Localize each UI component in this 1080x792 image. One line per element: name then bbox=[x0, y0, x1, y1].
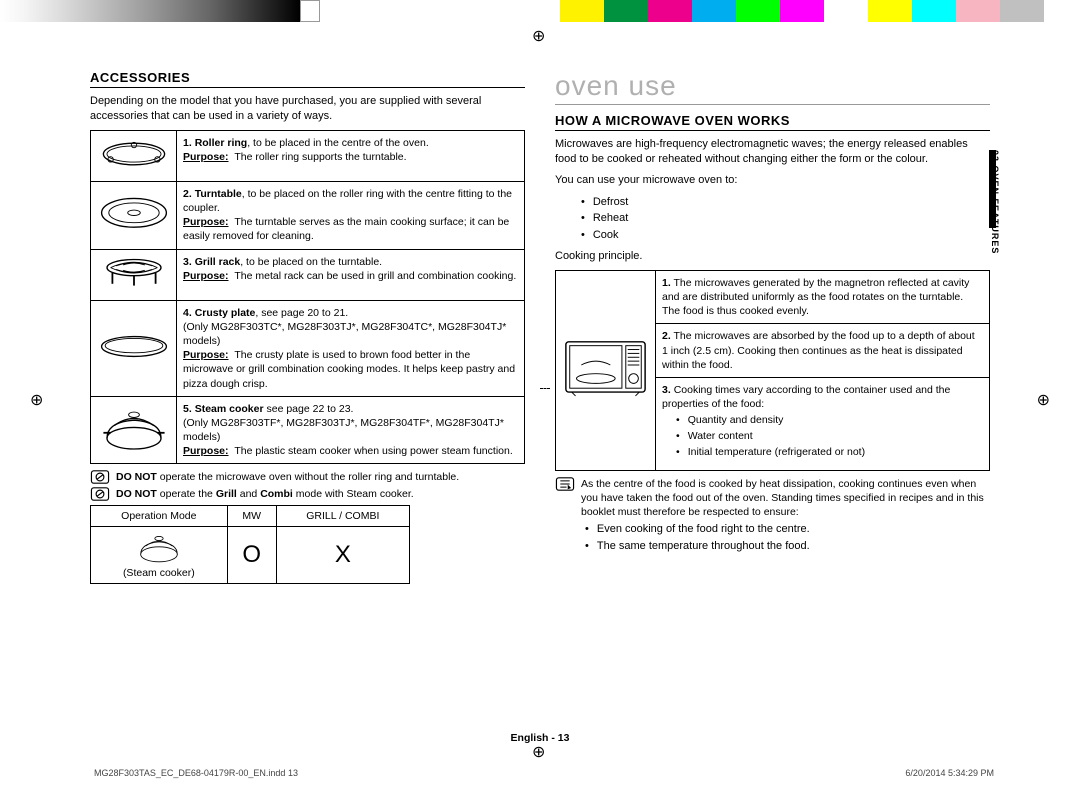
right-column: oven use HOW A MICROWAVE OVEN WORKS Micr… bbox=[555, 70, 990, 584]
turntable-icon bbox=[91, 181, 177, 249]
left-column: ACCESSORIES Depending on the model that … bbox=[90, 70, 525, 584]
page-number: English - 13 bbox=[0, 732, 1080, 744]
registration-mark-icon: ⊕ bbox=[532, 26, 545, 46]
grill-rack-cell: 3. Grill rack, to be placed on the turnt… bbox=[177, 249, 525, 300]
mode-ok: O bbox=[227, 526, 276, 583]
food-properties-list: Quantity and density Water content Initi… bbox=[662, 413, 983, 460]
mode-header: GRILL / COMBI bbox=[276, 505, 409, 526]
list-item: Initial temperature (refrigerated or not… bbox=[676, 445, 983, 461]
principle-row: 3. Cooking times vary according to the c… bbox=[656, 377, 990, 470]
page-content: ACCESSORIES Depending on the model that … bbox=[90, 70, 990, 584]
roller-ring-cell: 1. Roller ring, to be placed in the cent… bbox=[177, 130, 525, 181]
principle-row: 2. The microwaves are absorbed by the fo… bbox=[656, 324, 990, 378]
mode-no: X bbox=[276, 526, 409, 583]
list-item: Cook bbox=[581, 227, 990, 244]
prohibit-icon bbox=[90, 487, 110, 501]
note-bullets: Even cooking of the food right to the ce… bbox=[555, 521, 990, 554]
accessories-heading: ACCESSORIES bbox=[90, 70, 525, 88]
turntable-cell: 2. Turntable, to be placed on the roller… bbox=[177, 181, 525, 249]
footer-file: MG28F303TAS_EC_DE68-04179R-00_EN.indd 13 bbox=[94, 768, 298, 778]
standing-time-note: As the centre of the food is cooked by h… bbox=[555, 477, 990, 520]
principle-table: 1. The microwaves generated by the magne… bbox=[555, 270, 990, 471]
operation-mode-table: Operation Mode MW GRILL / COMBI (Steam c… bbox=[90, 505, 410, 584]
principle-row: 1. The microwaves generated by the magne… bbox=[656, 270, 990, 324]
warning-no-grill-combi: DO NOT operate the Grill and Combi mode … bbox=[90, 487, 525, 501]
footer-date: 6/20/2014 5:34:29 PM bbox=[905, 768, 994, 778]
accessories-table: 1. Roller ring, to be placed in the cent… bbox=[90, 130, 525, 465]
accessories-intro: Depending on the model that you have pur… bbox=[90, 94, 525, 124]
crusty-plate-icon bbox=[91, 300, 177, 396]
registration-mark-icon: ⊕ bbox=[30, 390, 43, 410]
registration-mark-icon: ⊕ bbox=[532, 742, 545, 762]
how-works-intro: Microwaves are high-frequency electromag… bbox=[555, 137, 990, 167]
side-tab: 03 OVEN FEATURES bbox=[978, 150, 996, 380]
uses-list: Defrost Reheat Cook bbox=[555, 194, 990, 244]
footer-meta: MG28F303TAS_EC_DE68-04179R-00_EN.indd 13… bbox=[94, 768, 994, 778]
warning-no-roller: DO NOT operate the microwave oven withou… bbox=[90, 470, 525, 484]
color-calibration-bar bbox=[0, 0, 1080, 22]
crusty-plate-cell: 4. Crusty plate, see page 20 to 21. (Onl… bbox=[177, 300, 525, 396]
prohibit-icon bbox=[90, 470, 110, 484]
list-item: Reheat bbox=[581, 210, 990, 227]
list-item: Defrost bbox=[581, 194, 990, 211]
grill-rack-icon bbox=[91, 249, 177, 300]
side-tab-label: 03 OVEN FEATURES bbox=[990, 150, 1000, 254]
microwave-oven-icon bbox=[556, 270, 656, 470]
note-icon bbox=[555, 477, 575, 491]
use-line: You can use your microwave oven to: bbox=[555, 173, 990, 188]
roller-ring-icon bbox=[91, 130, 177, 181]
registration-mark-icon: ⊕ bbox=[1037, 390, 1050, 410]
steam-cooker-cell: 5. Steam cooker see page 22 to 23. (Only… bbox=[177, 396, 525, 464]
mode-header: Operation Mode bbox=[91, 505, 228, 526]
list-item: Quantity and density bbox=[676, 413, 983, 429]
list-item: Even cooking of the food right to the ce… bbox=[585, 521, 990, 538]
steam-cooker-mode-cell: (Steam cooker) bbox=[91, 526, 228, 583]
page-title: oven use bbox=[555, 70, 990, 105]
list-item: The same temperature throughout the food… bbox=[585, 538, 990, 555]
mode-header: MW bbox=[227, 505, 276, 526]
list-item: Water content bbox=[676, 429, 983, 445]
how-works-heading: HOW A MICROWAVE OVEN WORKS bbox=[555, 113, 990, 131]
cooking-principle-line: Cooking principle. bbox=[555, 249, 990, 264]
steam-cooker-icon bbox=[91, 396, 177, 464]
